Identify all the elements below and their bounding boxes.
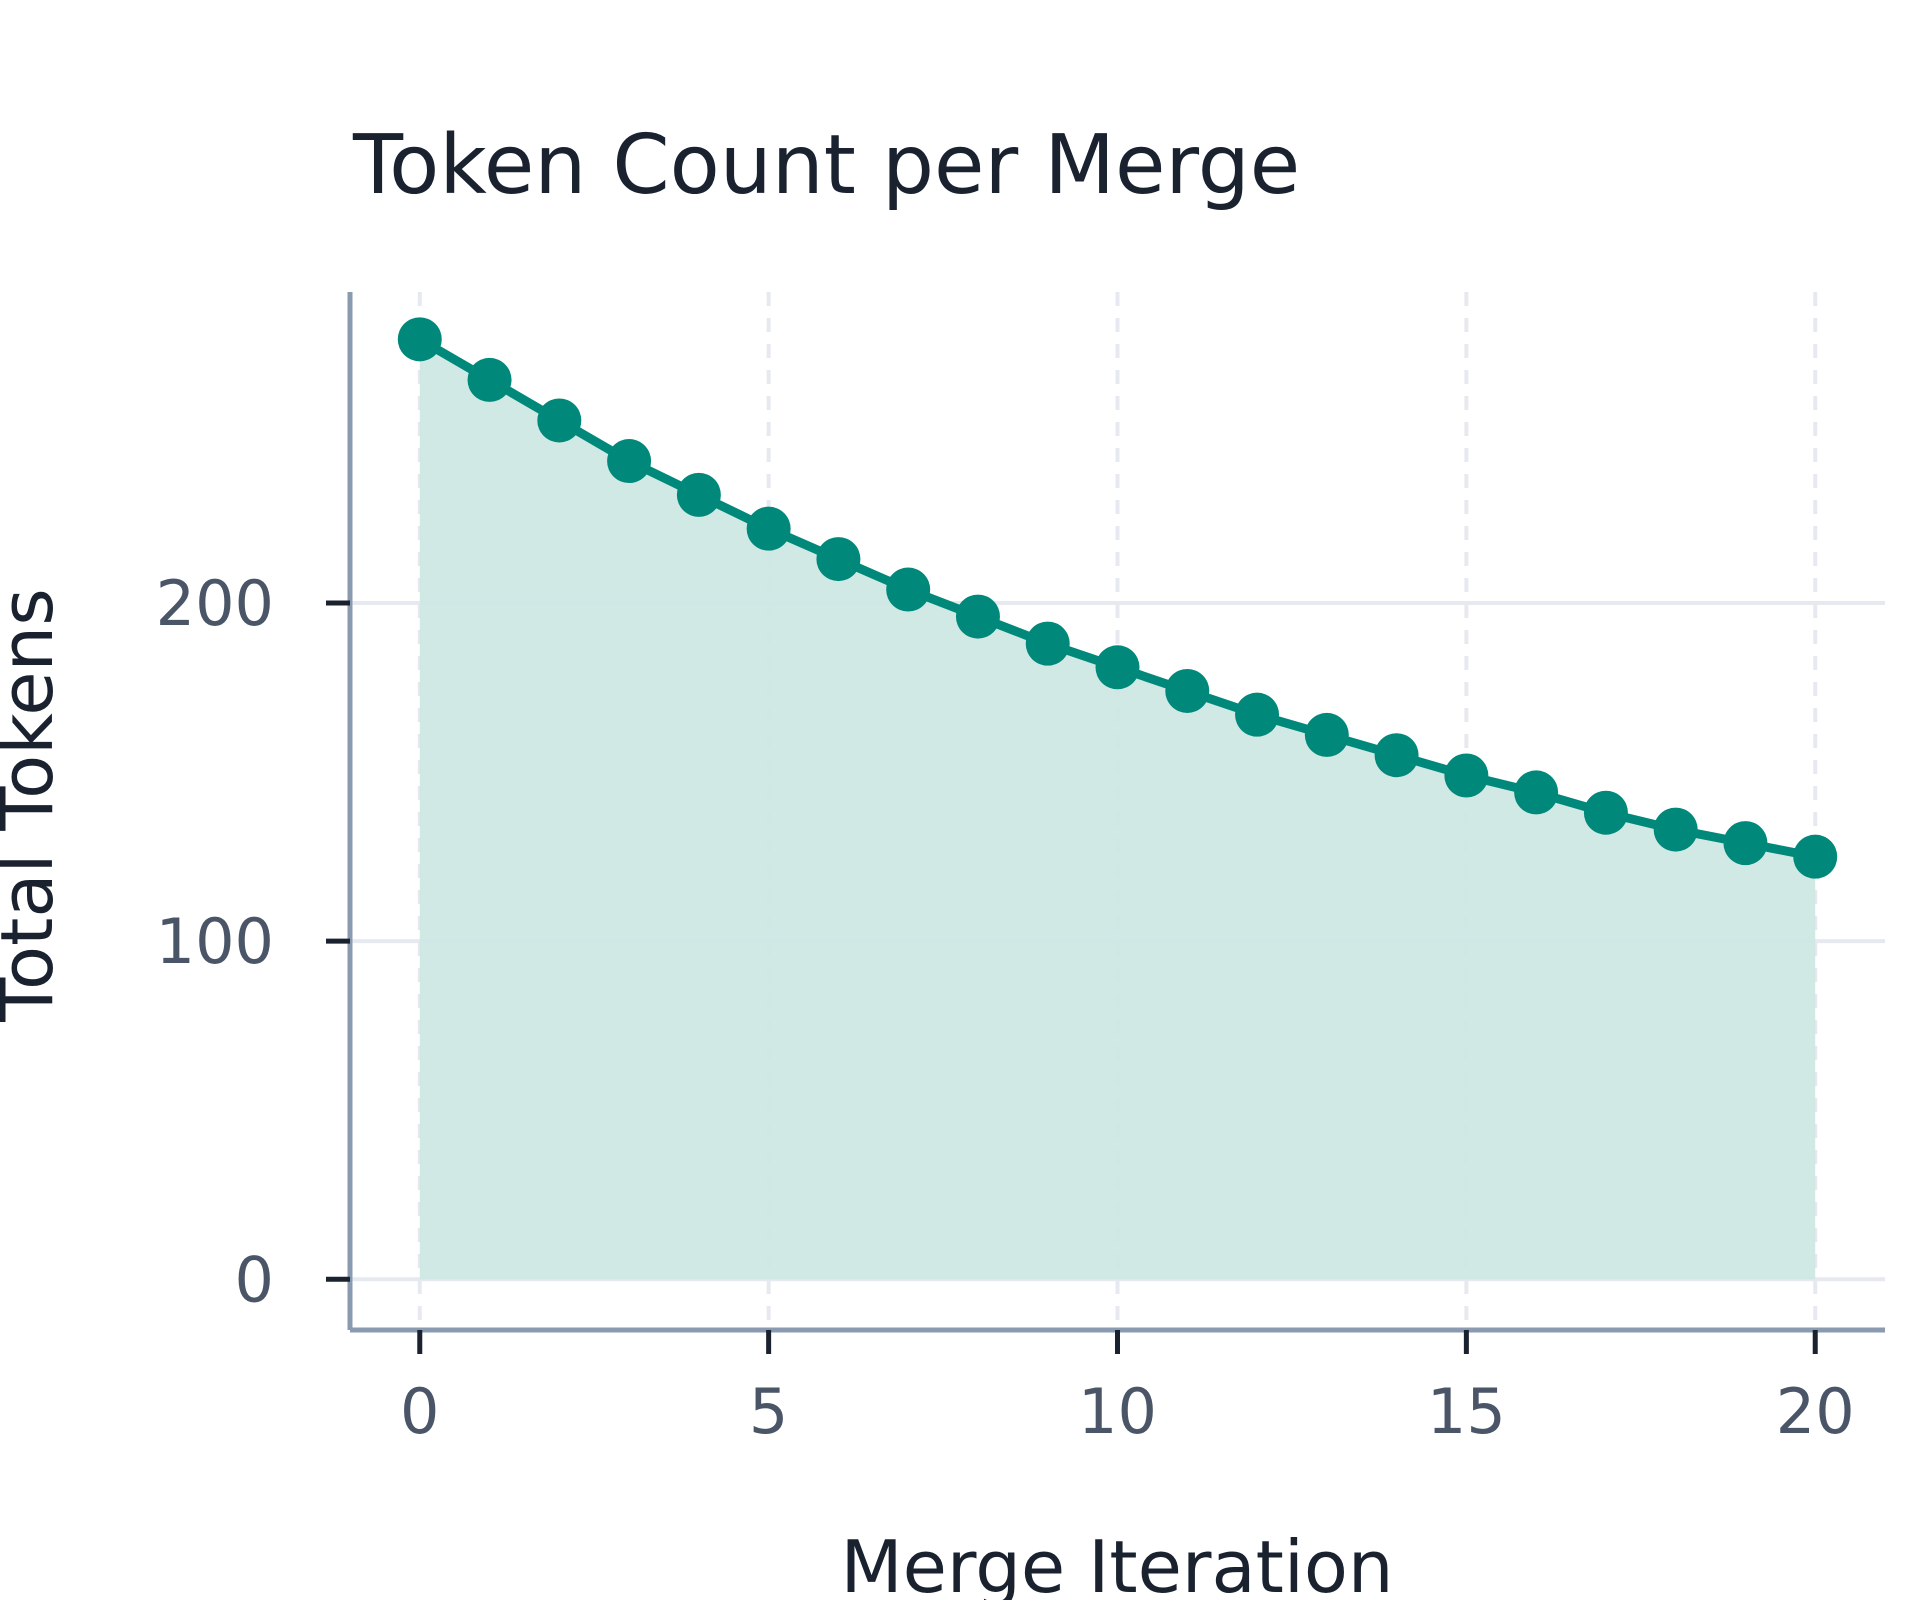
x-axis-label: Merge Iteration — [840, 1525, 1393, 1600]
data-point — [397, 317, 442, 362]
data-point — [955, 594, 1000, 639]
data-point — [886, 567, 931, 612]
data-point — [1723, 821, 1768, 866]
x-tick-label: 15 — [1427, 1375, 1506, 1448]
data-point — [1444, 753, 1489, 798]
data-point — [1095, 645, 1140, 690]
data-point — [537, 398, 582, 443]
data-point — [1304, 712, 1349, 757]
data-point — [816, 537, 861, 582]
chart-title: Token Count per Merge — [352, 118, 1300, 213]
data-point — [1514, 770, 1559, 815]
x-tick-label: 5 — [749, 1375, 788, 1448]
data-point — [1025, 621, 1070, 666]
y-tick-label: 100 — [156, 905, 274, 978]
data-point — [1374, 733, 1419, 778]
points-layer — [397, 317, 1838, 879]
data-point — [1165, 668, 1210, 713]
y-axis-label: Total Tokens — [0, 588, 69, 1022]
data-point — [676, 472, 721, 517]
y-tick-label: 200 — [156, 567, 274, 640]
x-tick-label: 10 — [1078, 1375, 1157, 1448]
area-layer — [419, 339, 1816, 1280]
x-tick-label: 0 — [400, 1375, 439, 1448]
data-point — [467, 357, 512, 402]
data-point — [1583, 790, 1628, 835]
data-point — [746, 506, 791, 551]
data-point — [1793, 834, 1838, 879]
data-point — [1653, 807, 1698, 852]
area-fill — [419, 339, 1816, 1280]
data-point — [607, 439, 652, 484]
x-tick-label: 20 — [1776, 1375, 1855, 1448]
y-tick-label: 0 — [235, 1243, 274, 1316]
data-point — [1235, 692, 1280, 737]
